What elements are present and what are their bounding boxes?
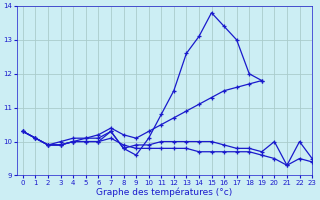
- X-axis label: Graphe des températures (°c): Graphe des températures (°c): [96, 187, 233, 197]
